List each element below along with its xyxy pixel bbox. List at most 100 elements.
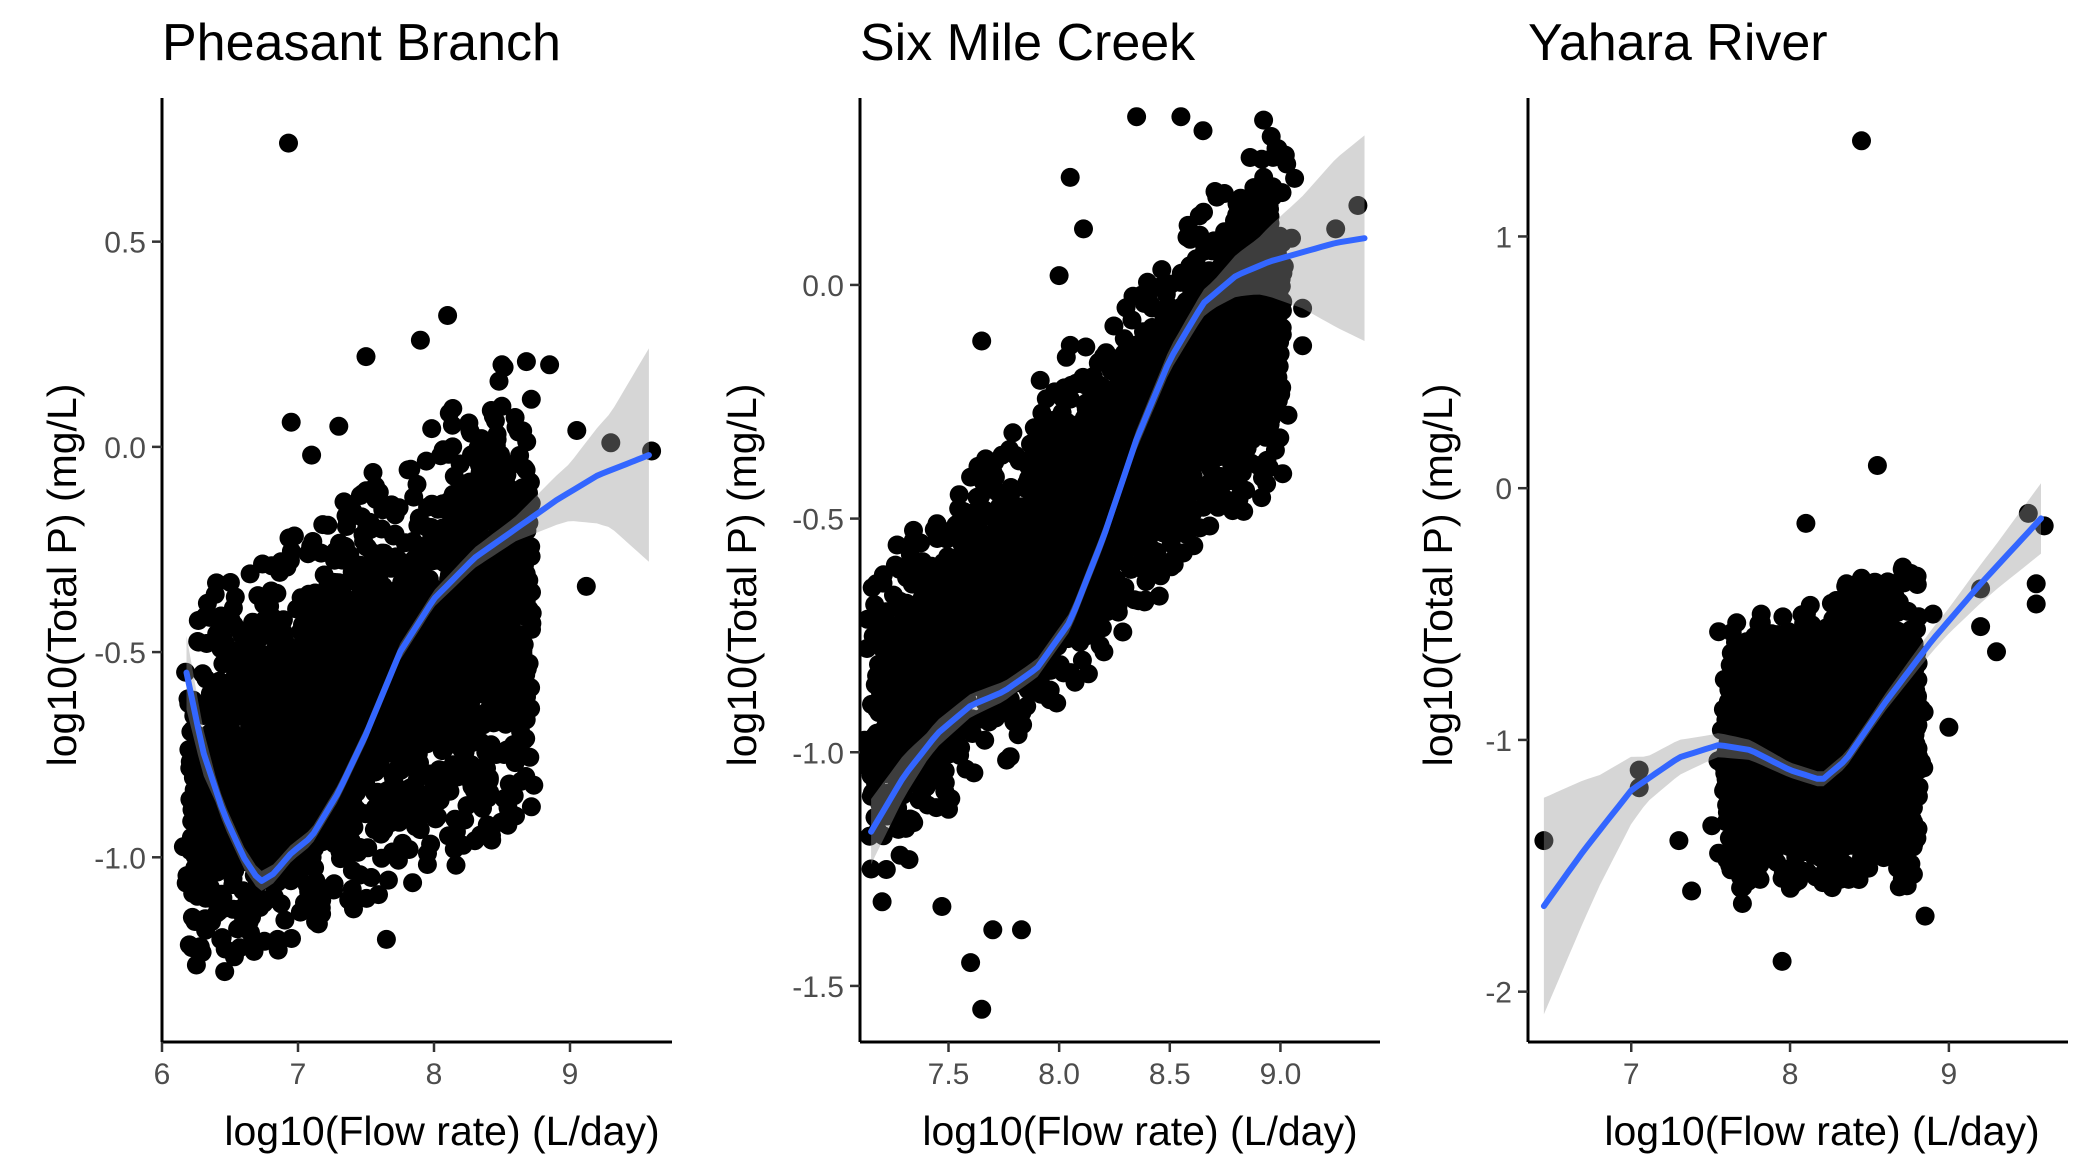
data-point xyxy=(342,562,362,582)
data-point xyxy=(1065,672,1085,692)
data-point xyxy=(306,788,326,808)
data-point xyxy=(1201,459,1221,479)
data-point xyxy=(249,777,269,797)
data-point xyxy=(344,899,363,919)
data-point xyxy=(249,890,269,909)
data-point xyxy=(459,413,479,433)
data-point xyxy=(511,729,531,749)
data-point xyxy=(182,938,202,958)
y-tick-label: 0.5 xyxy=(104,227,146,260)
data-point xyxy=(384,770,404,790)
data-point xyxy=(306,636,326,656)
data-point xyxy=(1079,391,1099,411)
data-point xyxy=(180,841,200,861)
data-point xyxy=(378,870,398,890)
data-point xyxy=(478,674,498,694)
data-point xyxy=(503,664,523,683)
data-point xyxy=(337,636,357,656)
data-point xyxy=(437,670,457,690)
data-point xyxy=(460,694,480,714)
data-point xyxy=(250,649,270,669)
data-point xyxy=(381,739,401,759)
data-point xyxy=(861,859,881,879)
data-point xyxy=(306,893,326,913)
data-point xyxy=(188,632,208,651)
data-point xyxy=(1113,622,1133,642)
data-point xyxy=(1030,370,1050,390)
data-point xyxy=(308,914,328,934)
data-point xyxy=(249,843,269,863)
data-point xyxy=(282,766,302,786)
x-axis-label: log10(Flow rate) (L/day) xyxy=(922,1108,1357,1154)
data-point xyxy=(1156,277,1176,297)
data-point xyxy=(415,789,435,809)
data-point xyxy=(262,758,282,777)
data-point xyxy=(409,553,429,573)
data-point xyxy=(540,355,560,375)
data-point xyxy=(459,646,479,666)
data-point xyxy=(196,802,216,822)
data-point xyxy=(420,764,440,784)
data-point xyxy=(447,544,467,564)
data-point xyxy=(496,496,516,516)
data-point xyxy=(465,761,485,781)
data-point xyxy=(336,506,356,526)
data-point xyxy=(211,751,231,771)
data-point xyxy=(445,830,465,850)
panel-six-mile-creek: Six Mile Creek log10(Total P) (mg/L) log… xyxy=(719,14,1380,1154)
data-point xyxy=(567,421,587,440)
data-point xyxy=(238,762,257,782)
data-point xyxy=(481,401,501,420)
data-point xyxy=(482,826,501,846)
data-point xyxy=(350,769,370,789)
data-point xyxy=(300,691,320,711)
data-point xyxy=(890,845,910,865)
data-point xyxy=(505,753,525,773)
data-point xyxy=(264,887,284,907)
y-axis-label: log10(Total P) (mg/L) xyxy=(719,384,765,767)
data-point xyxy=(949,485,969,505)
data-point xyxy=(364,733,384,753)
data-point xyxy=(374,820,394,840)
data-point xyxy=(180,758,200,778)
data-point xyxy=(273,743,293,763)
data-point xyxy=(281,412,301,432)
panel-pheasant-branch: Pheasant Branch log10(Total P) (mg/L) lo… xyxy=(39,14,672,1154)
data-point xyxy=(330,533,349,553)
data-point xyxy=(254,626,273,646)
data-point xyxy=(428,605,447,625)
data-point xyxy=(498,815,518,835)
data-point xyxy=(510,582,530,602)
data-point xyxy=(182,811,202,831)
y-axis-label: log10(Total P) (mg/L) xyxy=(39,384,85,767)
data-point xyxy=(441,725,461,744)
data-point xyxy=(277,557,297,577)
data-point xyxy=(352,507,372,527)
data-point xyxy=(1089,600,1109,619)
data-point xyxy=(404,487,424,507)
data-point xyxy=(221,848,241,868)
data-point xyxy=(488,475,508,495)
data-point xyxy=(220,573,240,592)
data-point xyxy=(519,653,539,673)
data-point xyxy=(493,688,512,708)
data-point xyxy=(416,451,436,471)
data-point xyxy=(489,558,509,578)
x-axis-label: log10(Flow rate) (L/day) xyxy=(224,1108,659,1154)
data-point xyxy=(329,416,349,436)
data-point xyxy=(342,861,362,880)
data-point xyxy=(380,633,400,653)
data-point xyxy=(384,526,403,546)
data-point xyxy=(442,415,462,435)
data-point xyxy=(399,574,419,594)
data-point xyxy=(470,455,489,475)
data-point xyxy=(515,537,535,556)
data-point xyxy=(1036,389,1056,409)
data-point xyxy=(1195,241,1214,261)
data-point xyxy=(365,798,385,818)
data-point xyxy=(418,623,438,642)
data-point xyxy=(218,781,238,801)
data-point xyxy=(385,804,405,824)
data-point xyxy=(1278,405,1298,425)
data-point xyxy=(290,902,310,922)
